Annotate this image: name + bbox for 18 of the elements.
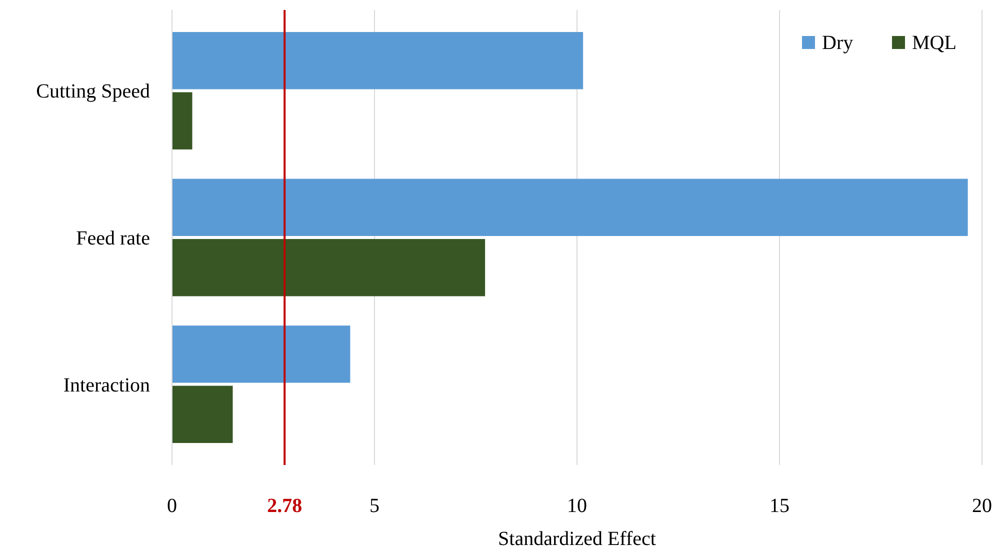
bar — [172, 92, 192, 150]
x-tick-label: 20 — [972, 495, 992, 517]
x-tick-label: 10 — [567, 495, 587, 517]
legend-label: MQL — [912, 32, 956, 54]
x-tick-label: 0 — [167, 495, 177, 517]
bar — [172, 326, 350, 383]
x-tick-label: 15 — [770, 495, 790, 517]
bar — [172, 178, 968, 236]
y-tick-label: Interaction — [63, 374, 150, 396]
y-tick-label: Cutting Speed — [36, 80, 150, 103]
legend-label: Dry — [822, 32, 854, 54]
x-tick-label: 5 — [370, 495, 380, 517]
ref-line-label: 2.78 — [267, 495, 302, 517]
x-axis-title: Standardized Effect — [498, 528, 656, 550]
bar — [172, 386, 233, 443]
bar — [172, 32, 584, 90]
bar — [172, 239, 486, 296]
y-tick-label: Feed rate — [76, 228, 150, 250]
